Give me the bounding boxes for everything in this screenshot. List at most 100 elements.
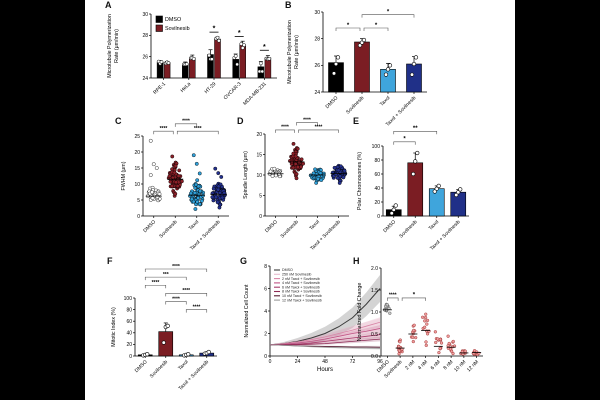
svg-text:60: 60 — [126, 319, 132, 325]
panel-b-label: B — [285, 0, 292, 10]
svg-text:DMSO: DMSO — [382, 219, 397, 234]
panel-d-chart: 0 5 10 15 20 Spindle Length (μm) DMSO Sovilnesi… — [243, 117, 349, 252]
svg-text:Polar Chromosomes (%): Polar Chromosomes (%) — [357, 152, 363, 210]
svg-text:8 nM Taxol + Sovilnesib: 8 nM Taxol + Sovilnesib — [282, 290, 320, 294]
svg-text:****: **** — [152, 280, 160, 286]
svg-text:****: **** — [182, 119, 190, 125]
svg-text:250 nM Sovilnesib: 250 nM Sovilnesib — [282, 273, 311, 277]
svg-text:Rate (μm/min): Rate (μm/min) — [114, 29, 120, 63]
svg-text:5: 5 — [137, 198, 140, 204]
svg-text:DMSO: DMSO — [325, 95, 340, 110]
svg-text:4: 4 — [264, 309, 267, 315]
svg-text:*: * — [413, 293, 416, 299]
svg-text:****: **** — [303, 117, 311, 123]
svg-text:25: 25 — [134, 134, 140, 140]
svg-text:*: * — [347, 23, 350, 29]
panel-f: F 0 20 40 60 80 100 Mitotic Index (%) DMSO Sovil… — [105, 256, 227, 400]
svg-text:Taxol: Taxol — [308, 219, 321, 232]
svg-text:8: 8 — [264, 264, 267, 270]
svg-text:Taxol: Taxol — [379, 95, 392, 108]
svg-text:1.0: 1.0 — [371, 310, 378, 316]
svg-text:Rate (μm/min): Rate (μm/min) — [294, 35, 300, 69]
svg-text:DMSO: DMSO — [142, 219, 157, 234]
svg-text:Sovilnesib: Sovilnesib — [280, 219, 301, 240]
svg-text:12 nM Taxol + Sovilnesib: 12 nM Taxol + Sovilnesib — [282, 298, 322, 302]
svg-text:26: 26 — [142, 54, 148, 60]
svg-text:20: 20 — [126, 342, 132, 348]
svg-text:10 nM Taxol + Sovilnesib: 10 nM Taxol + Sovilnesib — [282, 294, 322, 298]
svg-text:12 nM: 12 nM — [466, 359, 480, 373]
svg-text:****: **** — [172, 296, 180, 302]
svg-text:Sovilnesib: Sovilnesib — [345, 95, 366, 116]
svg-text:15: 15 — [256, 152, 262, 158]
svg-text:Mitotic Index (%): Mitotic Index (%) — [111, 307, 117, 347]
svg-text:*: * — [387, 9, 390, 15]
svg-text:28: 28 — [142, 33, 148, 39]
svg-text:6: 6 — [264, 286, 267, 292]
svg-text:Sovilnesib: Sovilnesib — [398, 219, 419, 240]
panel-e-chart: 0 20 40 60 80 100 Polar Chromosomes (%) DMSO Sov… — [357, 126, 469, 252]
svg-text:Sovilnesib: Sovilnesib — [158, 219, 179, 240]
svg-text:RPE-1: RPE-1 — [152, 81, 167, 96]
panel-h: H 0.0 0.5 1.0 1.5 2.0 Normalized Fold Change D… — [351, 256, 491, 400]
svg-text:20: 20 — [374, 200, 380, 206]
svg-text:15: 15 — [134, 166, 140, 172]
svg-text:MDA-MB-231: MDA-MB-231 — [242, 81, 268, 107]
svg-text:10 nM: 10 nM — [453, 359, 467, 373]
svg-text:48: 48 — [322, 359, 328, 365]
svg-text:0.5: 0.5 — [371, 332, 378, 338]
svg-text:****: **** — [281, 125, 289, 131]
svg-text:100: 100 — [372, 144, 381, 150]
svg-text:*: * — [213, 26, 216, 33]
svg-text:24: 24 — [295, 359, 301, 365]
svg-text:20: 20 — [134, 150, 140, 156]
svg-text:24: 24 — [142, 76, 148, 82]
svg-text:****: **** — [172, 264, 180, 270]
svg-text:**: ** — [413, 126, 418, 132]
svg-text:Hours: Hours — [317, 367, 333, 373]
panel-a-chart: 24 26 28 30 Microtubule Polymerization Rate (… — [107, 12, 277, 107]
svg-text:Microtubule Polymerization: Microtubule Polymerization — [107, 14, 113, 78]
svg-text:Taxol: Taxol — [188, 219, 201, 232]
svg-text:30: 30 — [314, 10, 320, 16]
svg-text:Microtubule Polymerization: Microtubule Polymerization — [287, 20, 293, 84]
svg-text:Normalized Fold Change: Normalized Fold Change — [357, 283, 363, 342]
svg-text:26: 26 — [314, 63, 320, 69]
svg-text:10: 10 — [134, 182, 140, 188]
svg-text:0: 0 — [269, 359, 272, 365]
svg-text:6 nM Taxol + Sovilnesib: 6 nM Taxol + Sovilnesib — [282, 285, 320, 289]
svg-text:0: 0 — [259, 214, 262, 220]
svg-text:2 nM: 2 nM — [404, 359, 416, 371]
panel-c-label: C — [115, 116, 122, 126]
svg-text:****: **** — [194, 126, 202, 132]
panel-g: G 0 2 4 6 8 Normalized Cell Count 0 24 48 72 96 Hou… — [238, 256, 390, 400]
svg-text:4 nM Taxol + Sovilnesib: 4 nM Taxol + Sovilnesib — [282, 281, 320, 285]
svg-text:5: 5 — [259, 193, 262, 199]
svg-text:80: 80 — [374, 158, 380, 164]
svg-text:Sovilnesib: Sovilnesib — [165, 26, 190, 32]
panel-c: C 0 5 10 15 20 25 FWHM (μm) DMSO Sovilnesib Taxol… — [113, 116, 238, 258]
panel-f-label: F — [107, 256, 113, 266]
svg-text:DMSO: DMSO — [134, 359, 149, 374]
svg-text:Taxol: Taxol — [428, 219, 441, 232]
svg-text:72: 72 — [350, 359, 356, 365]
svg-text:10: 10 — [256, 173, 262, 179]
svg-text:****: **** — [193, 304, 201, 310]
panel-b: B 24 26 28 30 Microtubule Polymerization Rate… — [283, 0, 438, 134]
svg-text:2.0: 2.0 — [371, 266, 378, 272]
svg-text:DMSO: DMSO — [165, 17, 181, 23]
svg-text:Taxol: Taxol — [177, 359, 190, 372]
svg-text:OVCAR-3: OVCAR-3 — [223, 81, 243, 101]
svg-text:0: 0 — [264, 354, 267, 360]
svg-text:****: **** — [315, 125, 323, 131]
svg-text:HT-29: HT-29 — [204, 81, 218, 95]
svg-text:***: *** — [163, 272, 169, 278]
svg-text:Normalized Cell Count: Normalized Cell Count — [244, 284, 250, 338]
svg-text:****: **** — [389, 293, 397, 299]
svg-text:DMSO: DMSO — [264, 219, 279, 234]
panel-a-label: A — [105, 0, 112, 10]
